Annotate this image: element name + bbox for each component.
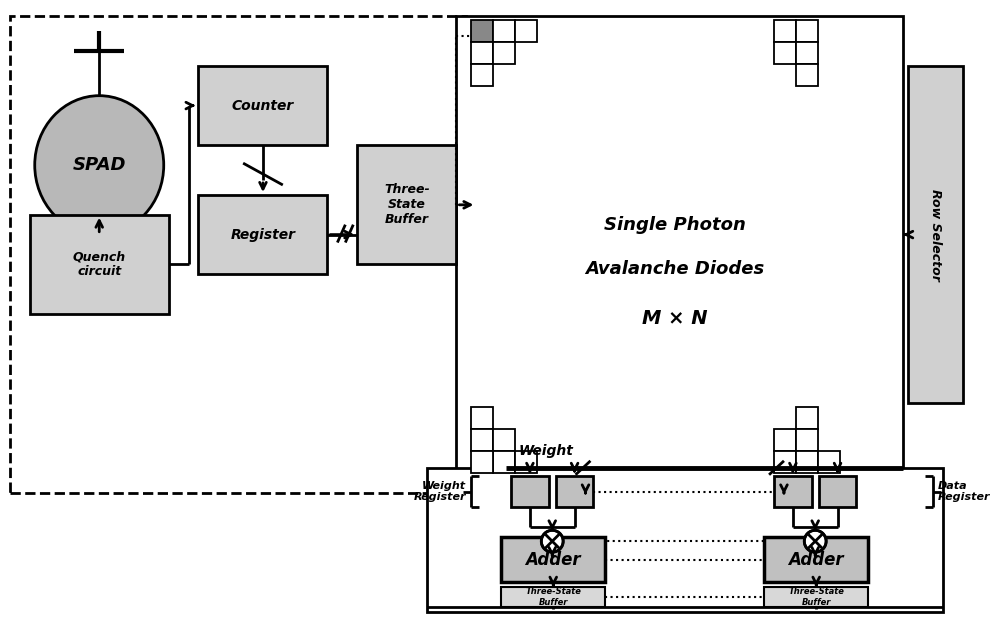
Text: Register: Register — [230, 228, 295, 241]
FancyBboxPatch shape — [471, 20, 493, 42]
Text: Quench
circuit: Quench circuit — [73, 250, 126, 278]
FancyBboxPatch shape — [198, 66, 327, 145]
FancyBboxPatch shape — [493, 429, 515, 451]
FancyBboxPatch shape — [796, 451, 818, 473]
Text: Adder: Adder — [788, 550, 844, 568]
FancyBboxPatch shape — [774, 475, 812, 507]
FancyBboxPatch shape — [796, 407, 818, 429]
Circle shape — [541, 530, 563, 552]
FancyBboxPatch shape — [493, 42, 515, 64]
FancyBboxPatch shape — [796, 20, 818, 42]
FancyBboxPatch shape — [764, 537, 868, 582]
FancyBboxPatch shape — [556, 475, 593, 507]
Text: Weight: Weight — [518, 444, 573, 458]
FancyBboxPatch shape — [471, 451, 493, 473]
FancyBboxPatch shape — [198, 195, 327, 275]
Text: Data
Register: Data Register — [938, 481, 990, 502]
FancyBboxPatch shape — [501, 587, 605, 607]
Text: Avalanche Diodes: Avalanche Diodes — [585, 260, 764, 278]
FancyBboxPatch shape — [818, 451, 840, 473]
FancyBboxPatch shape — [819, 475, 856, 507]
FancyBboxPatch shape — [774, 429, 796, 451]
Text: Three-State
Buffer: Three-State Buffer — [788, 587, 844, 607]
Text: Counter: Counter — [232, 99, 294, 112]
Text: M × N: M × N — [642, 310, 708, 328]
Text: Row Selector: Row Selector — [929, 188, 942, 281]
FancyBboxPatch shape — [471, 42, 493, 64]
Text: Three-State
Buffer: Three-State Buffer — [525, 587, 581, 607]
FancyBboxPatch shape — [796, 429, 818, 451]
FancyBboxPatch shape — [511, 475, 549, 507]
FancyBboxPatch shape — [357, 145, 456, 265]
FancyBboxPatch shape — [427, 468, 943, 612]
FancyBboxPatch shape — [515, 451, 537, 473]
FancyBboxPatch shape — [501, 537, 605, 582]
FancyBboxPatch shape — [30, 215, 169, 314]
Circle shape — [804, 530, 826, 552]
FancyBboxPatch shape — [796, 64, 818, 85]
Text: Three-
State
Buffer: Three- State Buffer — [384, 183, 430, 227]
Text: Adder: Adder — [525, 550, 581, 568]
Text: Single Photon: Single Photon — [604, 216, 746, 233]
FancyBboxPatch shape — [796, 42, 818, 64]
Ellipse shape — [35, 95, 164, 235]
Text: Weight
Register: Weight Register — [414, 481, 466, 502]
FancyBboxPatch shape — [774, 451, 796, 473]
FancyBboxPatch shape — [471, 407, 493, 429]
Text: SPAD: SPAD — [72, 156, 126, 174]
FancyBboxPatch shape — [456, 16, 903, 492]
FancyBboxPatch shape — [493, 451, 515, 473]
FancyBboxPatch shape — [493, 20, 515, 42]
FancyBboxPatch shape — [515, 20, 537, 42]
FancyBboxPatch shape — [471, 429, 493, 451]
FancyBboxPatch shape — [908, 66, 963, 403]
FancyBboxPatch shape — [764, 587, 868, 607]
FancyBboxPatch shape — [471, 64, 493, 85]
FancyBboxPatch shape — [774, 20, 796, 42]
FancyBboxPatch shape — [774, 42, 796, 64]
